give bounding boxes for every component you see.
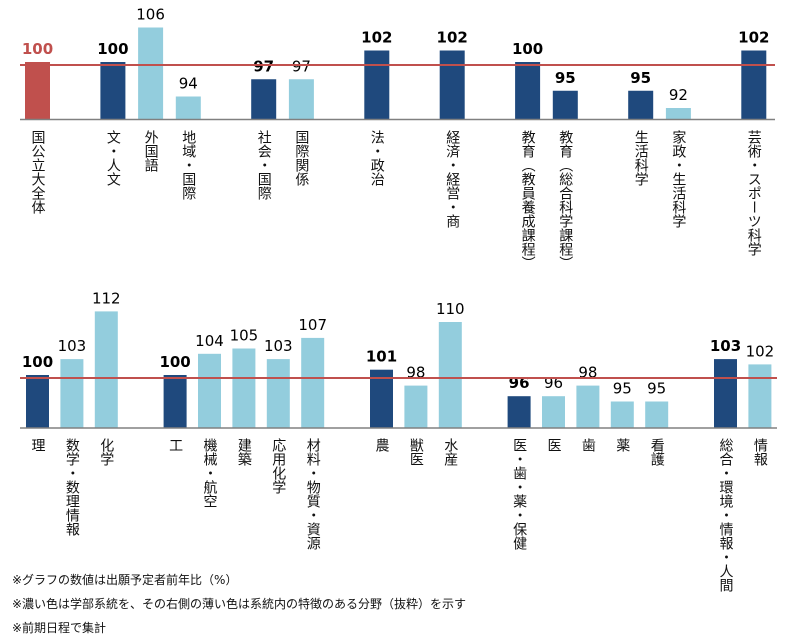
data-label: 100 [22,353,53,371]
data-label: 95 [647,380,666,398]
data-label: 105 [230,327,259,345]
note-schedule: ※前期日程で集計 [12,621,107,635]
data-label: 112 [92,289,121,307]
category-label: 情報 [751,438,768,466]
bar [576,385,600,428]
bar [251,79,277,120]
category-label: 工 [167,438,184,452]
category-label: 水産 [442,438,459,466]
category-label: 材料・物質・資源 [304,438,321,550]
category-label: 農 [373,438,390,452]
category-label: 教育（教員養成課程） [519,130,536,270]
category-label: 文・人文 [104,130,121,186]
bar [665,108,691,120]
bar [288,79,314,120]
data-label: 102 [738,29,769,47]
category-label: 国際関係 [293,130,310,186]
bar [100,62,126,120]
bar [175,96,201,120]
category-label: 理 [29,438,46,452]
data-label: 102 [437,29,468,47]
category-label: 教育（総合科学課程） [557,130,574,270]
note-ratio: ※グラフの数値は出願予定者前年比（%） [12,573,238,587]
category-label: 数学・数理情報 [63,438,80,536]
category-label: 芸術・スポーツ科学 [745,130,762,256]
data-label: 102 [361,29,392,47]
category-label: 医・歯・薬・保健 [511,438,528,550]
data-label: 110 [436,300,465,318]
bar [610,401,634,428]
category-label: 歯 [579,438,596,452]
data-label: 92 [669,86,688,104]
data-label: 104 [195,332,224,350]
data-label: 97 [253,57,274,75]
bar [138,27,164,120]
chart-panel-1: 100 100 106 94 97 97 102 102 100 95 95 92 102 [20,6,775,121]
bar [741,50,767,120]
data-label: 100 [97,40,128,58]
data-label: 107 [298,316,327,334]
bar [748,364,772,428]
bar [163,375,187,428]
data-label: 100 [22,40,53,58]
data-label: 103 [264,337,293,355]
bar [232,348,256,428]
category-label: 地域・国際 [180,130,197,200]
data-label: 100 [159,353,190,371]
category-label: 国公立大全体 [29,130,46,214]
category-label: 家政・生活科学 [670,130,687,228]
category-label: 看護 [648,438,665,466]
data-label: 100 [512,40,543,58]
bar [94,311,118,428]
bar [714,359,737,428]
bar [438,322,462,428]
bar [628,90,654,120]
data-label: 101 [366,348,397,366]
category-label: 化学 [98,438,115,466]
bar [26,375,49,428]
bar [25,62,50,120]
bar [198,353,221,428]
note-color-legend: ※濃い色は学部系統を、その右側の薄い色は系統内の特徴のある分野（抜粋）を示す [12,597,467,611]
data-label: 94 [179,75,198,93]
data-label: 97 [292,57,311,75]
data-label: 96 [544,374,563,392]
data-label: 95 [613,380,632,398]
bar [301,337,325,428]
category-label: 獣医 [407,438,424,466]
category-label: 応用化学 [270,438,287,494]
bar [370,369,393,428]
category-label: 社会・国際 [255,130,272,200]
bar [266,359,290,428]
data-label: 106 [136,6,165,24]
bar [507,396,531,428]
data-label: 95 [630,69,651,87]
category-label: 法・政治 [368,130,385,186]
category-label: 総合・環境・情報・人間 [717,438,734,592]
category-label: 建築 [235,438,252,466]
category-label: 薬 [614,438,631,452]
category-label: 医 [545,438,562,452]
data-label: 96 [509,374,530,392]
category-label: 機械・航空 [201,438,218,508]
category-label: 生活科学 [632,130,649,186]
bar [60,359,84,428]
category-label: 外国語 [142,130,159,172]
bar [542,396,565,428]
bar [645,401,669,428]
bar [515,62,541,120]
category-label: 経済・経営・商 [444,130,461,228]
data-label: 103 [710,337,741,355]
bar [364,50,390,120]
bar [552,90,578,120]
bar [404,385,428,428]
bar [439,50,465,120]
data-label: 102 [746,342,775,360]
data-label: 103 [58,337,87,355]
data-label: 95 [555,69,576,87]
